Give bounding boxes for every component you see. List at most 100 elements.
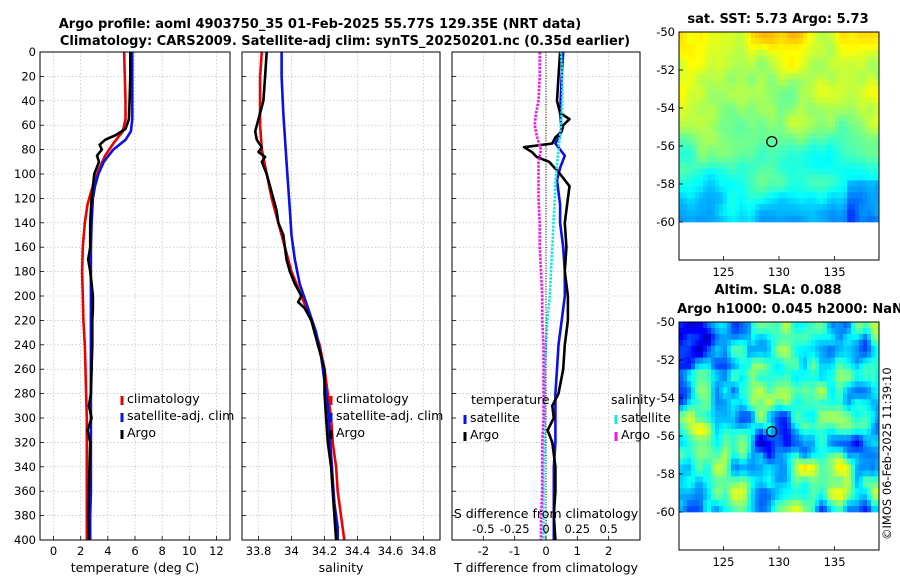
sst-map-cell [803, 103, 808, 110]
sst-map-cell [863, 37, 868, 45]
sla-map-cell [703, 339, 708, 347]
sla-map-cell [875, 381, 880, 388]
sla-map-cell [795, 357, 800, 364]
sla-map-cell [855, 440, 860, 448]
sla-map-cell [727, 387, 732, 394]
sst-map-cell [863, 180, 868, 187]
sla-map-cell [767, 399, 772, 406]
sla-map-cell [779, 494, 784, 501]
sst-map-cell [751, 79, 756, 86]
sla-map-ytick-label-5: -60 [656, 505, 675, 519]
sla-map-cell [735, 345, 740, 353]
sla-map-cell [695, 411, 700, 418]
sst-map-cell [699, 198, 704, 205]
sla-map-cell [715, 470, 720, 477]
sst-map-cell [835, 204, 840, 211]
sla-map-cell [723, 411, 728, 418]
sla-map-cell [843, 428, 848, 436]
sst-map-cell [727, 67, 732, 74]
sst-map-cell [731, 210, 736, 217]
sla-map-cell [839, 434, 844, 442]
sst-map-cell [835, 150, 840, 158]
sst-map-cell [819, 132, 824, 140]
sst-map-cell [715, 204, 720, 211]
sst-map-cell [803, 121, 808, 128]
sst-map-cell [707, 174, 712, 181]
sst-map-cell [735, 150, 740, 158]
sst-map-cell [735, 49, 740, 57]
sla-map-cell [739, 428, 744, 436]
sst-map-cell [871, 186, 876, 193]
sla-map-cell [695, 381, 700, 388]
sst-map-cell [807, 156, 812, 163]
sst-map-cell [743, 144, 748, 152]
temperature-xtick-label-0: 0 [50, 544, 57, 558]
sla-map-cell [851, 494, 856, 501]
sst-map-cell [867, 49, 872, 57]
sst-map-cell [739, 138, 744, 146]
sla-map-cell [831, 351, 836, 358]
sst-map-cell [687, 174, 692, 181]
sst-map-cell [815, 109, 820, 116]
sla-map-cell [699, 322, 704, 329]
sla-map-cell [727, 488, 732, 495]
sst-map-cell [803, 115, 808, 122]
sla-map-cell [847, 434, 852, 442]
sst-map-cell [723, 210, 728, 217]
sla-map-cell [839, 417, 844, 424]
sst-map-cell [755, 127, 760, 134]
sla-map-cell [799, 375, 804, 382]
sla-map-cell [723, 476, 728, 483]
sst-map-cell [839, 121, 844, 128]
sla-map-cell [835, 476, 840, 483]
sla-map-cell [767, 375, 772, 382]
sst-map-cell [795, 115, 800, 122]
sst-map-cell [775, 156, 780, 163]
sst-map-cell [695, 32, 700, 39]
sst-map-cell [871, 43, 876, 51]
sla-map-cell [787, 411, 792, 418]
sst-map-cell [763, 168, 768, 175]
sla-map-cell [847, 464, 852, 471]
sst-map-cell [775, 174, 780, 181]
sla-map-cell [875, 446, 880, 453]
sst-map-cell [787, 192, 792, 199]
sla-map-cell [715, 411, 720, 418]
sst-map-cell [859, 115, 864, 122]
sst-map-cell [843, 150, 848, 158]
sst-map-cell [763, 79, 768, 86]
sst-map-cell [743, 150, 748, 158]
sla-map-cell [823, 363, 828, 370]
sst-map-cell [683, 109, 688, 116]
difference-series-3-line [533, 52, 545, 540]
sst-map-cell [767, 186, 772, 193]
sla-map-cell [715, 345, 720, 353]
sst-map-cell [739, 61, 744, 68]
sla-map-cell [771, 375, 776, 382]
sla-map-cell [807, 351, 812, 358]
sla-map-cell [847, 411, 852, 418]
sst-map-cell [687, 210, 692, 217]
sla-map-cell [863, 428, 868, 436]
sla-map-cell [703, 363, 708, 370]
sla-map-cell [763, 458, 768, 465]
sla-map-cell [747, 345, 752, 353]
sla-map-cell [839, 339, 844, 347]
sla-map-cell [791, 434, 796, 442]
sla-map-cell [763, 452, 768, 459]
sst-map-cell [831, 180, 836, 187]
sla-map-cell [735, 411, 740, 418]
sla-map-cell [843, 494, 848, 501]
sla-map-cell [691, 339, 696, 347]
sla-map-cell [743, 417, 748, 424]
sst-map-cell [787, 79, 792, 86]
sst-map-cell [731, 32, 736, 39]
sla-map-cell [711, 393, 716, 400]
sst-map-cell [859, 79, 864, 86]
sst-map-cell [867, 132, 872, 140]
sla-map-cell [723, 387, 728, 394]
sst-map-cell [763, 49, 768, 57]
sst-map-cell [803, 138, 808, 146]
sla-map-cell [823, 506, 828, 513]
sla-map-cell [823, 476, 828, 483]
